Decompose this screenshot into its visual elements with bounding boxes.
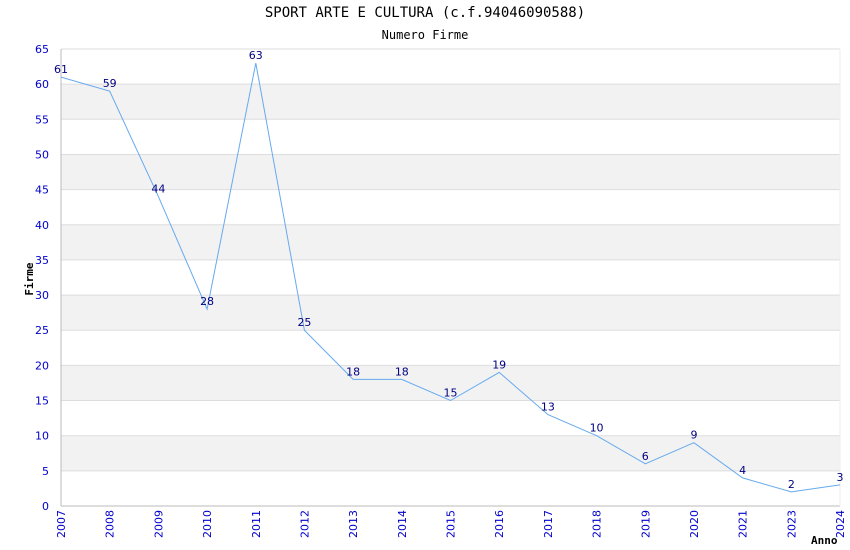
x-tick-label: 2019 [639,510,652,538]
data-label: 63 [249,49,263,62]
x-tick-label: 2010 [201,510,214,538]
x-tick-label: 2012 [298,510,311,538]
y-tick-label: 65 [35,43,49,56]
series-line [60,63,841,493]
data-label: 19 [492,358,506,371]
y-tick-labels: 0 5 10 15 20 25 30 35 40 45 50 55 60 65 [35,43,49,513]
data-label: 28 [200,295,214,308]
data-label: 61 [54,63,68,76]
data-label: 3 [837,471,844,484]
y-tick-label: 50 [35,148,49,161]
y-tick-label: 10 [35,430,49,443]
x-tick-label: 2021 [737,510,750,538]
y-tick-label: 55 [35,113,49,126]
grid-bands [61,84,840,471]
x-tick-label: 2013 [347,510,360,538]
x-tick-label: 2016 [493,510,506,538]
grid-band [61,365,840,401]
data-label: 15 [444,387,458,400]
y-tick-label: 15 [35,395,49,408]
chart-title: SPORT ARTE E CULTURA (c.f.94046090588) [264,5,586,21]
x-tick-label: 2023 [785,510,798,538]
y-tick-label: 20 [35,359,49,372]
x-tick-label: 2018 [591,510,604,538]
x-tick-label: 2015 [445,510,458,538]
axes [60,49,841,507]
data-label: 25 [297,316,311,329]
x-tick-label: 2011 [250,510,263,538]
data-label: 18 [346,365,360,378]
x-tick-label: 2024 [834,510,847,538]
y-axis-label: Firme [23,262,36,295]
x-tick-label: 2007 [55,510,68,538]
data-labels: 61 59 44 28 63 25 18 18 15 19 13 10 6 9 4 2 3 [54,49,844,491]
y-tick-label: 25 [35,324,49,337]
chart-subtitle: Numero Firme [381,28,469,42]
y-tick-label: 60 [35,78,49,91]
data-label: 13 [541,401,555,414]
x-tick-label: 2009 [152,510,165,538]
x-axis-label: Anno [811,534,838,547]
data-label: 2 [788,478,795,491]
y-tick-label: 35 [35,254,49,267]
y-tick-label: 45 [35,184,49,197]
data-label: 10 [590,422,604,435]
data-label: 18 [395,365,409,378]
x-tick-label: 2008 [104,510,117,538]
data-label: 6 [642,450,649,463]
grid-band [61,435,840,471]
x-tick-labels: 2007 2008 2009 2010 2011 2012 2013 2014 2015 2016… [55,510,847,538]
y-tick-label: 40 [35,219,49,232]
data-label: 4 [739,464,746,477]
y-tick-label: 0 [42,500,49,513]
y-tick-label: 30 [35,289,49,302]
x-tick-label: 2014 [396,510,409,538]
grid-band [61,295,840,331]
grid-band [61,154,840,190]
data-label: 9 [690,429,697,442]
grid-band [61,84,840,120]
data-label: 44 [151,183,165,196]
y-tick-label: 5 [42,465,49,478]
x-tick-label: 2020 [688,510,701,538]
grid-band [61,224,840,260]
x-tick-label: 2017 [542,510,555,538]
data-label: 59 [103,77,117,90]
